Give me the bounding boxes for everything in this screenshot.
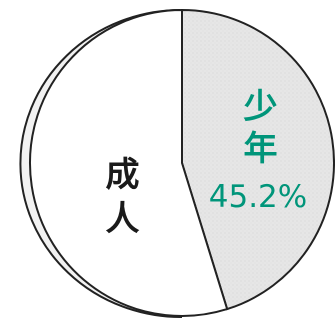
slice-label-seijin: 成人 xyxy=(99,156,139,244)
slice-label-shonen: 少年 xyxy=(237,88,277,172)
pie-slice-seijin xyxy=(29,8,229,317)
slice-value-shonen: 45.2% xyxy=(209,179,307,215)
pie-slice-shonen xyxy=(181,8,335,311)
